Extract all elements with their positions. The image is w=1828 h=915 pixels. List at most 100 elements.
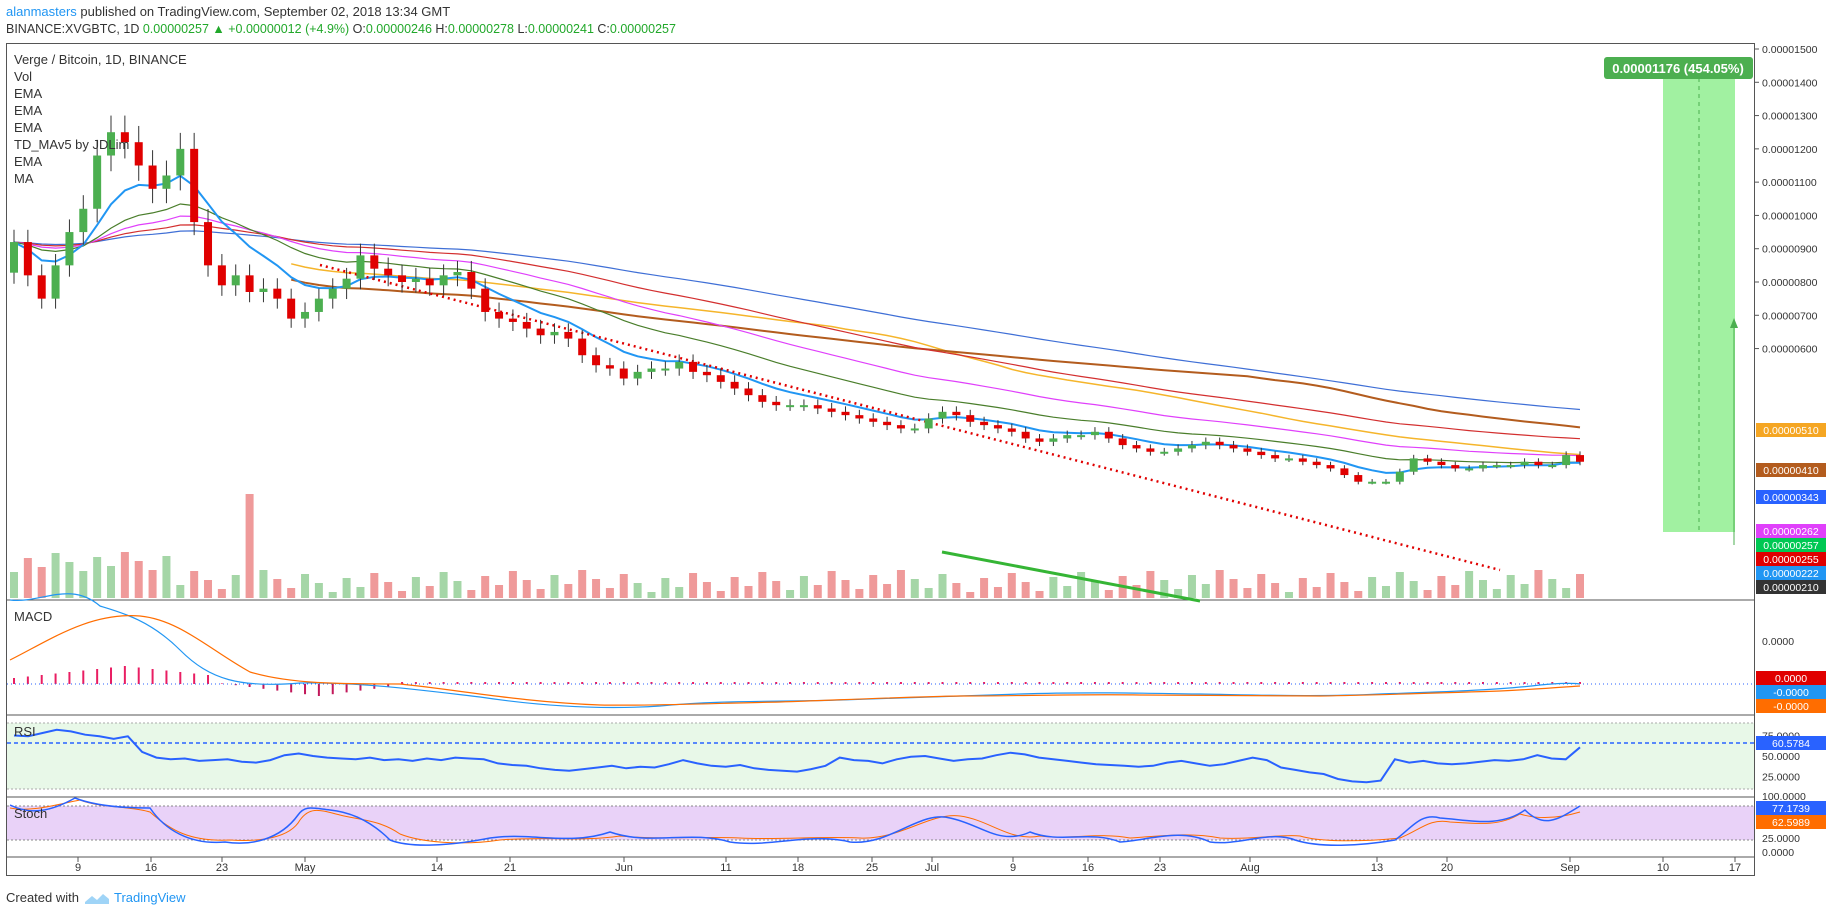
- volume-bar: [328, 592, 337, 598]
- macd-hist-bar: [899, 682, 902, 684]
- candle: [79, 208, 88, 233]
- legend-item-ema-3[interactable]: EMA: [14, 120, 43, 135]
- candle: [134, 142, 143, 166]
- candle: [1160, 451, 1169, 454]
- volume-bar: [259, 570, 268, 598]
- footer: Created with TradingView: [6, 890, 186, 906]
- time-axis[interactable]: 9 16 23 May 14 21 Jun 11 18 25 Jul 9 16 23 Aug 13 20 Sep 1…: [6, 856, 1754, 874]
- legend-item-ema-4[interactable]: EMA: [14, 154, 43, 169]
- ema-red-line: [13, 224, 1581, 440]
- volume-bar: [1063, 586, 1072, 598]
- chart-area[interactable]: 0.00001176 (454.05%) Verge / Bitcoin, 1D…: [0, 0, 1828, 880]
- candle: [107, 132, 116, 156]
- candle: [896, 425, 905, 429]
- macd-hist-bar: [775, 682, 778, 684]
- macd-hist-bar: [1024, 682, 1027, 684]
- candle: [217, 265, 226, 286]
- macd-hist-bar: [789, 682, 792, 684]
- candle: [1007, 428, 1016, 432]
- candle: [1104, 431, 1113, 439]
- candle: [1298, 458, 1307, 462]
- macd-hist-bar: [553, 682, 556, 684]
- volume-bar: [786, 590, 795, 598]
- candle: [259, 288, 268, 292]
- legend-item-td-mav5[interactable]: TD_MAv5 by JDLim: [14, 137, 129, 152]
- volume-bar: [1506, 575, 1515, 598]
- price-axis[interactable]: 0.00001500 0.00001400 0.00001300 0.00001200…: [1754, 44, 1818, 859]
- volume-bar: [356, 587, 365, 598]
- publish-info: published on TradingView.com, September …: [76, 4, 451, 19]
- price-tick-label: 0.00001500: [1762, 44, 1818, 56]
- candle: [190, 148, 199, 223]
- time-tick-label: Aug: [1240, 862, 1260, 874]
- tradingview-link[interactable]: TradingView: [114, 890, 186, 905]
- volume-bar: [702, 582, 711, 598]
- candle: [93, 155, 102, 209]
- macd-hist-bar: [1412, 682, 1415, 684]
- volume-bar: [550, 575, 559, 598]
- rsi-line: [13, 728, 1581, 784]
- time-tick-label: 20: [1441, 862, 1453, 874]
- macd-hist-bar: [1371, 682, 1374, 684]
- author-link[interactable]: alanmasters: [6, 4, 77, 19]
- stoch-tick-label: 0.0000: [1762, 847, 1794, 859]
- candle: [1354, 475, 1363, 482]
- macd-hist-bar: [636, 682, 639, 684]
- volume-bar: [1354, 591, 1363, 598]
- macd-histogram: [13, 666, 1581, 696]
- volume-bar: [1077, 572, 1086, 598]
- stoch-pane-title: Stoch: [14, 806, 47, 821]
- candle: [1271, 455, 1280, 459]
- created-with-text: Created with: [6, 890, 79, 905]
- volume-bars: [10, 494, 1584, 598]
- candle: [980, 421, 989, 426]
- macd-hist-bar: [387, 684, 390, 687]
- legend-item-ma[interactable]: MA: [14, 171, 34, 186]
- price-label-box: [1756, 580, 1826, 594]
- volume-bar: [1257, 574, 1266, 598]
- macd-hist-bar: [1551, 682, 1554, 684]
- price-label-box: [1756, 552, 1826, 566]
- macd-hist-bar: [595, 682, 598, 684]
- macd-hist-bar: [913, 682, 916, 684]
- volume-bar: [93, 557, 102, 598]
- candle: [938, 411, 947, 419]
- macd-hist-bar: [1343, 682, 1346, 684]
- macd-hist-bar: [234, 684, 237, 686]
- volume-bar: [65, 562, 74, 598]
- macd-hist-bar: [220, 683, 223, 684]
- volume-bar: [689, 573, 698, 598]
- target-arrow-head-icon: [1730, 318, 1738, 328]
- macd-hist-bar: [248, 684, 251, 687]
- volume-bar: [1520, 584, 1529, 598]
- volume-bar: [619, 574, 628, 598]
- volume-bar: [1492, 589, 1501, 598]
- candle: [148, 165, 157, 189]
- macd-hist-bar: [428, 682, 431, 684]
- candle: [1520, 461, 1529, 466]
- price-tick-label: 0.00000600: [1762, 344, 1818, 356]
- legend-item-vol[interactable]: Vol: [14, 69, 32, 84]
- close-label: C:: [597, 22, 610, 36]
- volume-bar: [564, 584, 573, 598]
- stoch-k-line: [9, 797, 1581, 847]
- volume-bar: [661, 578, 670, 598]
- macd-hist-bar: [359, 684, 362, 691]
- macd-hist-bar: [1315, 682, 1318, 684]
- volume-bar: [522, 580, 531, 598]
- volume-bar: [37, 567, 46, 598]
- legend-item-ema-2[interactable]: EMA: [14, 103, 43, 118]
- candle: [273, 288, 282, 299]
- volume-bar: [883, 584, 892, 598]
- candle: [883, 421, 892, 426]
- macd-hist-bar: [1495, 682, 1498, 684]
- macd-hist-bar: [678, 682, 681, 684]
- macd-hist-bar: [581, 682, 584, 684]
- candle: [910, 428, 919, 431]
- candle: [176, 148, 185, 176]
- volume-bar: [799, 576, 808, 598]
- macd-pane-title: MACD: [14, 609, 52, 624]
- candle: [564, 331, 573, 339]
- volume-bar: [1049, 577, 1058, 598]
- legend-item-ema-1[interactable]: EMA: [14, 86, 43, 101]
